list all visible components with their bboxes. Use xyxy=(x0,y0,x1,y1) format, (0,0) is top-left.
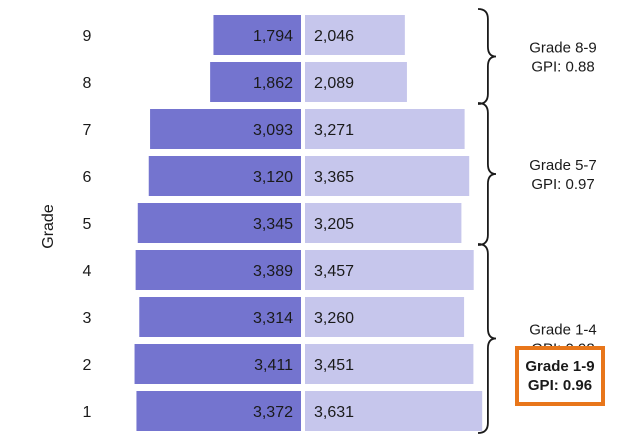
left-series-value-label: 3,120 xyxy=(253,169,293,186)
left-series-value-label: 3,093 xyxy=(253,122,293,139)
right-series-bar xyxy=(305,344,474,384)
right-series-value-label: 3,271 xyxy=(314,122,354,139)
grade-tick-label: 7 xyxy=(83,122,92,139)
left-series-bar xyxy=(213,15,301,55)
left-series-value-label: 3,345 xyxy=(253,216,293,233)
grade-tick-label: 1 xyxy=(83,404,92,421)
grade-tick-label: 6 xyxy=(83,169,92,186)
right-series-value-label: 3,457 xyxy=(314,263,354,280)
right-series-value-label: 2,089 xyxy=(314,75,354,92)
left-series-value-label: 3,411 xyxy=(254,357,293,374)
right-series-bar xyxy=(305,15,405,55)
group-gpi-label: GPI: 0.88 xyxy=(531,59,594,76)
right-series-value-label: 3,451 xyxy=(314,357,354,374)
left-series-value-label: 1,862 xyxy=(253,75,293,92)
left-series-value-label: 3,314 xyxy=(253,310,293,327)
left-series-bar xyxy=(148,156,301,196)
left-series-bar xyxy=(136,391,301,431)
grade-tick-label: 9 xyxy=(83,28,92,45)
group-name-label: Grade 5-7 xyxy=(529,157,597,174)
grade-tick-label: 2 xyxy=(83,357,92,374)
grade-tick-label: 8 xyxy=(83,75,92,92)
right-series-value-label: 3,365 xyxy=(314,169,354,186)
right-series-bar xyxy=(305,250,474,290)
left-series-value-label: 3,372 xyxy=(253,404,293,421)
left-series-bar xyxy=(134,344,301,384)
right-series-bar xyxy=(305,109,465,149)
group-brace xyxy=(477,8,497,105)
group-name-label: Grade 8-9 xyxy=(529,40,597,57)
grade-tick-label: 3 xyxy=(83,310,92,327)
grade-tick-label: 4 xyxy=(83,263,92,280)
right-series-bar xyxy=(305,297,465,337)
grade-tick-label: 5 xyxy=(83,216,92,233)
right-series-value-label: 3,260 xyxy=(314,310,354,327)
right-series-bar xyxy=(305,203,462,243)
group-brace xyxy=(477,243,497,434)
left-series-value-label: 3,389 xyxy=(253,263,293,280)
group-name-label: Grade 1-4 xyxy=(529,322,597,339)
left-series-bar xyxy=(139,297,301,337)
left-series-bar xyxy=(150,109,301,149)
right-series-value-label: 3,631 xyxy=(314,404,354,421)
right-series-value-label: 2,046 xyxy=(314,28,354,45)
total-gpi: GPI: 0.96 xyxy=(527,377,593,394)
left-series-bar xyxy=(135,250,301,290)
total-name: Grade 1-9 xyxy=(525,358,595,375)
left-series-bar xyxy=(210,62,301,102)
left-series-value-label: 1,794 xyxy=(253,28,293,45)
right-series-value-label: 3,205 xyxy=(314,216,354,233)
right-series-bar xyxy=(305,156,470,196)
left-series-bar xyxy=(137,203,301,243)
y-axis-label: Grade xyxy=(40,204,57,249)
group-brace xyxy=(477,102,497,246)
group-gpi-label: GPI: 0.97 xyxy=(531,176,594,193)
right-series-bar xyxy=(305,62,407,102)
total-gpi-box: Grade 1-9 GPI: 0.96 xyxy=(515,346,605,406)
right-series-bar xyxy=(305,391,483,431)
